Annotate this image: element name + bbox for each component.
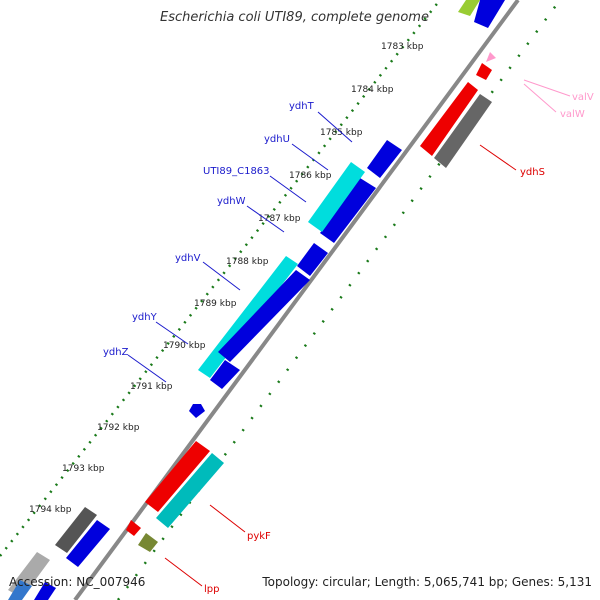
- gene-label-line: [209, 504, 246, 533]
- outer-tick-track: [0, 0, 441, 557]
- gene-block-cyan: [308, 162, 365, 232]
- gene-block-blue: [8, 580, 32, 600]
- gene-block-blue: [34, 582, 56, 600]
- map-title: Escherichia coli UTI89, complete genome: [160, 10, 429, 25]
- gene-label-ydhW: ydhW: [217, 196, 246, 207]
- tick-label: 1792 kbp: [97, 423, 140, 433]
- gene-label-lpp: lpp: [204, 584, 219, 595]
- gene-block-olive: [458, 0, 480, 16]
- gene-label-line: [269, 175, 307, 203]
- tick-label: 1786 kbp: [289, 171, 332, 181]
- gene-block-red: [476, 63, 492, 80]
- tick-label: 1791 kbp: [130, 382, 173, 392]
- tick-label: 1783 kbp: [381, 42, 424, 52]
- gene-block-blue: [210, 360, 240, 389]
- gene-block-blue: [320, 178, 376, 243]
- gene-label-pykF: pykF: [247, 531, 271, 542]
- inner-tick-track: [116, 0, 562, 600]
- gene-block-cyan: [156, 453, 224, 528]
- tick-label: 1784 kbp: [351, 85, 394, 95]
- gene-block-pink: [486, 52, 496, 62]
- gene-label-line: [246, 205, 285, 233]
- gene-block-red: [420, 82, 478, 156]
- gene-block-gray: [434, 94, 492, 168]
- gene-label-line: [523, 83, 557, 113]
- tick-label: 1788 kbp: [226, 257, 269, 267]
- gene-label-ydhU: ydhU: [264, 134, 290, 145]
- gene-label-ydhS: ydhS: [520, 167, 545, 178]
- gene-label-valV: valV: [572, 92, 594, 103]
- gene-label-ydhZ: ydhZ: [103, 347, 129, 358]
- gene-label-line: [523, 79, 571, 97]
- gene-block-olive: [138, 533, 158, 552]
- tick-label: 1787 kbp: [258, 214, 301, 224]
- tick-label: 1794 kbp: [29, 505, 72, 515]
- genome-backbone: [73, 0, 520, 600]
- gene-label-line: [479, 144, 517, 171]
- gene-block-gray: [55, 507, 97, 553]
- genome-summary: Topology: circular; Length: 5,065,741 bp…: [262, 575, 592, 589]
- accession-label: Accession: NC_007946: [9, 575, 146, 589]
- gene-label-line: [317, 111, 353, 143]
- tick-label: 1789 kbp: [194, 299, 237, 309]
- gene-label-ydhT: ydhT: [289, 101, 315, 112]
- gene-label-valW: valW: [560, 109, 585, 120]
- gene-block-blue: [66, 520, 110, 567]
- gene-block-blue: [297, 243, 328, 276]
- gene-block-blue: [474, 0, 505, 28]
- gene-label-ydhY: ydhY: [132, 312, 158, 323]
- tick-label: 1793 kbp: [62, 464, 105, 474]
- gene-block-blue: [218, 270, 310, 362]
- gene-label-line: [202, 261, 241, 291]
- gene-block-red: [145, 441, 210, 512]
- gene-label-line: [164, 557, 203, 587]
- gene-label-ydhV: ydhV: [175, 253, 201, 264]
- gene-block-blue: [189, 404, 205, 418]
- tick-label: 1790 kbp: [163, 341, 206, 351]
- gene-block-blue: [367, 140, 402, 178]
- gene-label-line: [291, 143, 329, 171]
- gene-label-line: [155, 321, 189, 345]
- gene-label-line: [127, 354, 167, 383]
- gene-block-red: [126, 520, 141, 536]
- gene-label-UTI89_C1863: UTI89_C1863: [203, 166, 270, 177]
